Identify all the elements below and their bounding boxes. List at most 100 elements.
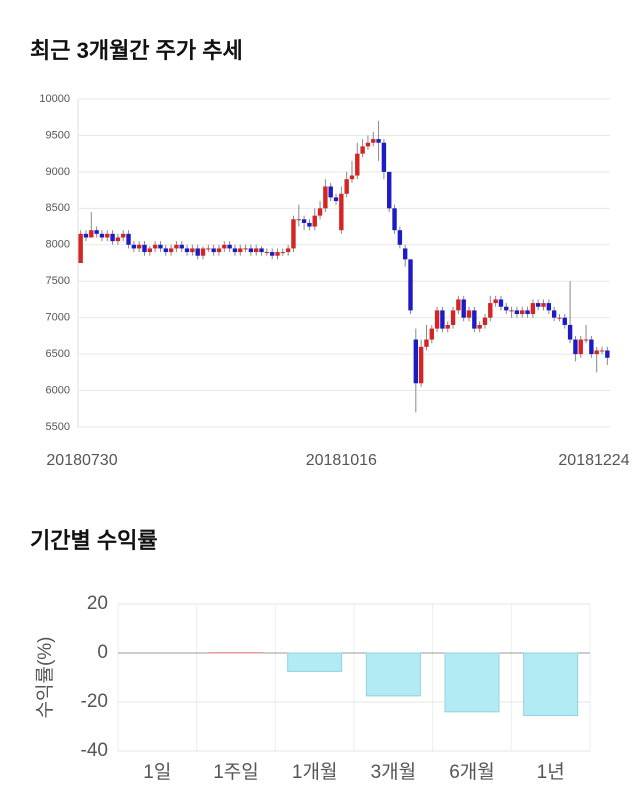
candle-body (296, 219, 301, 221)
candle-body (195, 248, 200, 256)
y-tick-label: 5500 (46, 421, 70, 433)
candle-body (456, 299, 461, 311)
y-tick-label: 6000 (46, 384, 70, 396)
chart-title: 최근 3개월간 주가 추세 (30, 38, 243, 63)
candle-body (594, 350, 599, 355)
bar (523, 652, 579, 716)
candle-body (381, 142, 387, 172)
candle-body (504, 306, 509, 311)
candle-body (466, 310, 472, 318)
candle-body (269, 252, 275, 256)
candle-body (110, 233, 115, 242)
candle-body (227, 244, 232, 249)
candle-body (136, 244, 142, 249)
candle-body (355, 153, 360, 176)
x-tick-label: 1일 (143, 761, 171, 783)
candle-body (184, 248, 190, 253)
candle-body (83, 233, 89, 238)
y-tick-label: 7000 (46, 312, 70, 324)
candle-body (365, 142, 371, 147)
candle-body (562, 317, 567, 325)
x-tick-label: 3개월 (371, 761, 417, 783)
y-tick-label: 10000 (39, 93, 70, 105)
y-tick-label: 6500 (46, 348, 70, 360)
candle-body (450, 310, 456, 325)
candle-body (105, 233, 110, 238)
bar (287, 652, 343, 672)
candle-body (387, 171, 392, 209)
candle-body (472, 310, 477, 329)
candle-body (477, 324, 482, 329)
candle-body (482, 317, 488, 325)
bar (365, 652, 421, 697)
candle-body (307, 222, 312, 227)
candle-body (371, 139, 376, 143)
candle-body (206, 248, 211, 250)
candle-body (152, 244, 158, 249)
candle-body (94, 230, 99, 234)
candle-body (530, 303, 536, 315)
y-tick-label: -20 (81, 691, 108, 712)
candle-body (520, 310, 525, 315)
candle-body (578, 339, 583, 355)
candle-body (99, 233, 105, 238)
candle-body (211, 248, 216, 253)
candle-body (413, 339, 419, 384)
candle-body (333, 197, 339, 202)
candle-body (179, 244, 184, 249)
candle-body (509, 310, 514, 312)
candle-body (551, 310, 557, 318)
candle-body (254, 248, 259, 253)
candle-body (402, 248, 408, 260)
candle-body (89, 230, 94, 238)
x-tick-label: 20181016 (306, 452, 377, 469)
candle-body (248, 248, 254, 253)
candle-body (142, 244, 147, 253)
candle-body (360, 146, 365, 154)
x-tick-label: 1년 (537, 761, 565, 783)
candle-body (238, 248, 243, 253)
candle-body (339, 193, 344, 231)
candle-body (557, 317, 562, 319)
candle-body (589, 339, 594, 355)
candle-body (344, 179, 349, 194)
candle-body (488, 303, 493, 318)
candle-body (323, 186, 328, 209)
candle-body (525, 310, 530, 315)
candle-body (317, 208, 323, 216)
candle-body (445, 324, 450, 329)
candle-body (583, 339, 589, 341)
candle-body (408, 259, 413, 311)
y-tick-label: 8000 (46, 239, 70, 251)
candle-body (493, 299, 498, 304)
candle-body (126, 233, 131, 245)
candle-body (264, 252, 270, 254)
candle-body (541, 303, 546, 307)
y-tick-label: 9500 (46, 129, 70, 141)
candle-body (434, 310, 440, 329)
candle-body (168, 248, 174, 253)
candle-body (535, 303, 541, 307)
candle-body (301, 219, 307, 223)
candle-body (418, 346, 424, 384)
x-tick-label: 20180730 (46, 452, 117, 469)
candle-body (275, 252, 280, 256)
candle-body (121, 233, 126, 238)
candle-body (147, 248, 153, 253)
candle-body (216, 248, 222, 253)
candle-body (131, 244, 137, 249)
y-tick-label: 20 (87, 593, 108, 614)
candle-body (190, 248, 195, 253)
bar (444, 652, 500, 713)
candle-body (397, 230, 403, 245)
candle-body (158, 244, 163, 249)
candle-body (163, 248, 168, 253)
candle-body (567, 324, 573, 340)
y-tick-label: 7500 (46, 275, 70, 287)
candle-body (243, 248, 248, 250)
candle-body (392, 208, 397, 231)
x-tick-label: 1주일 (213, 761, 259, 783)
candle-body (259, 248, 264, 253)
candle-body (599, 350, 605, 352)
